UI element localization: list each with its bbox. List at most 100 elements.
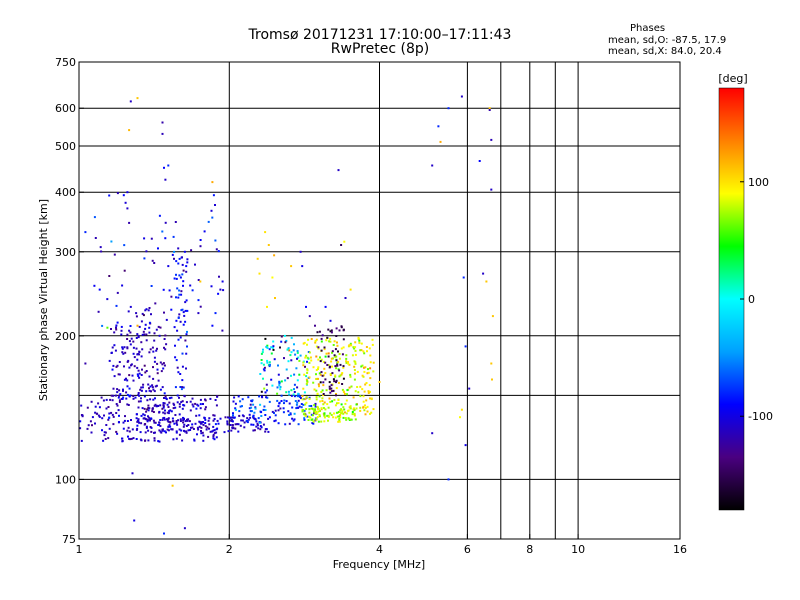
- echo-point: [260, 415, 263, 417]
- echo-point: [345, 360, 348, 363]
- echo-point: [362, 400, 365, 403]
- echo-point: [158, 429, 161, 432]
- echo-point: [333, 398, 336, 401]
- echo-point: [231, 424, 234, 427]
- echo-point: [287, 410, 290, 413]
- echo-point: [163, 532, 165, 535]
- echo-point: [335, 335, 338, 337]
- echo-point: [131, 374, 134, 377]
- echo-point: [335, 394, 337, 397]
- echo-point: [161, 132, 164, 135]
- echo-point: [175, 420, 178, 422]
- echo-point: [133, 365, 136, 368]
- echo-point: [269, 363, 271, 366]
- echo-point: [116, 192, 119, 195]
- echo-point: [177, 338, 180, 341]
- echo-point: [98, 288, 101, 291]
- echo-point: [144, 423, 147, 425]
- echo-point: [195, 414, 198, 417]
- echo-point: [117, 409, 120, 412]
- echo-point: [310, 413, 313, 416]
- echo-point: [288, 422, 291, 425]
- echo-point: [144, 439, 147, 442]
- echo-point: [149, 385, 152, 388]
- echo-point: [212, 194, 215, 197]
- echo-point: [81, 414, 84, 417]
- echo-point: [364, 383, 367, 386]
- echo-point: [200, 421, 203, 424]
- echo-point: [260, 362, 263, 365]
- echo-point: [338, 415, 340, 418]
- echo-point: [342, 412, 345, 415]
- echo-point: [236, 423, 239, 426]
- echo-point: [120, 329, 123, 332]
- echo-point: [150, 390, 152, 393]
- echo-point: [296, 379, 299, 382]
- echo-point: [115, 324, 118, 327]
- echo-point: [186, 261, 189, 264]
- echo-point: [148, 321, 151, 324]
- echo-point: [223, 431, 226, 434]
- echo-point: [115, 326, 117, 329]
- echo-point: [253, 411, 256, 414]
- echo-point: [246, 417, 249, 420]
- echo-point: [138, 325, 141, 328]
- echo-point: [287, 390, 290, 393]
- echo-point: [227, 430, 230, 433]
- echo-point: [135, 428, 138, 431]
- echo-point: [369, 377, 372, 380]
- echo-point: [106, 326, 109, 329]
- echo-point: [80, 404, 83, 407]
- echo-point: [182, 323, 185, 326]
- echo-point: [129, 100, 132, 103]
- echo-point: [79, 427, 82, 430]
- echo-point: [151, 407, 154, 410]
- echo-point: [321, 397, 324, 400]
- echo-point: [149, 398, 152, 401]
- echo-point: [293, 418, 296, 421]
- echo-point: [241, 398, 244, 401]
- echo-point: [315, 389, 318, 392]
- echo-point: [156, 368, 159, 371]
- echo-point: [126, 403, 129, 406]
- echo-point: [289, 412, 292, 415]
- echo-point: [98, 415, 101, 418]
- echo-point: [291, 417, 294, 420]
- echo-point: [103, 431, 106, 434]
- echo-point: [150, 237, 153, 240]
- echo-point: [306, 360, 308, 363]
- echo-point: [267, 244, 270, 246]
- echo-point: [358, 341, 361, 344]
- echo-point: [326, 403, 329, 406]
- echo-point: [158, 214, 161, 217]
- echo-point: [152, 350, 155, 353]
- echo-point: [185, 352, 188, 355]
- echo-point: [337, 368, 340, 371]
- echo-point: [164, 221, 167, 224]
- echo-point: [261, 395, 263, 398]
- echo-point: [121, 440, 124, 442]
- echo-point: [174, 221, 177, 223]
- echo-point: [306, 356, 309, 359]
- echo-point: [122, 396, 125, 399]
- echo-point: [334, 348, 337, 351]
- echo-point: [90, 400, 93, 403]
- echo-point: [317, 366, 320, 369]
- echo-point: [301, 398, 304, 401]
- echo-point: [332, 378, 335, 381]
- echo-point: [112, 423, 115, 426]
- echo-point: [195, 407, 198, 410]
- echo-point: [327, 355, 330, 358]
- echo-point: [147, 429, 150, 432]
- echo-point: [259, 428, 262, 431]
- echo-point: [278, 402, 281, 405]
- echo-point: [183, 395, 186, 398]
- echo-point: [333, 380, 336, 383]
- echo-point: [132, 395, 135, 397]
- echo-point: [345, 361, 348, 364]
- colorbar-tick-label: -100: [748, 410, 773, 423]
- echo-point: [318, 395, 321, 398]
- echo-point: [212, 425, 215, 428]
- echo-point: [138, 372, 141, 375]
- echo-point: [140, 355, 143, 358]
